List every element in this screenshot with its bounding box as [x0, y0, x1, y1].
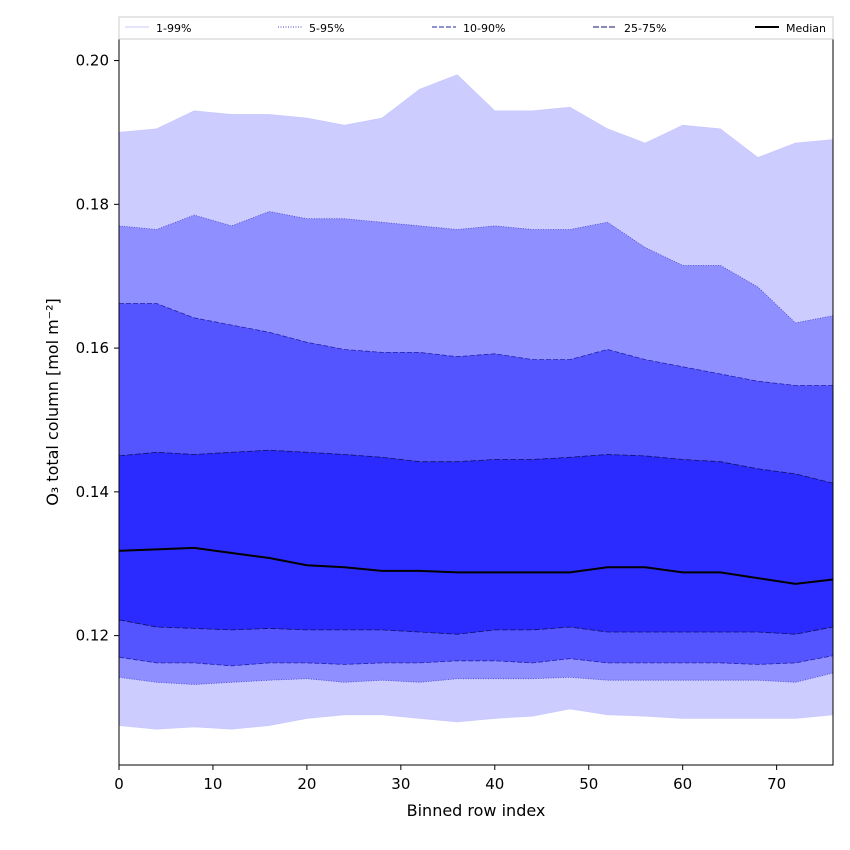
legend-box	[118, 16, 834, 40]
y-tick-label: 0.12	[76, 627, 109, 645]
band-25-75	[119, 450, 833, 635]
x-tick-label: 40	[485, 775, 504, 793]
x-tick-label: 10	[203, 775, 222, 793]
band-25-75-lower-edge	[118, 619, 834, 635]
y-tick-label: 0.14	[76, 483, 109, 501]
band-1-99-upper-edge	[118, 74, 834, 159]
bands-layer	[118, 74, 834, 730]
legend: 1-99% 5-95% 10-90% 25-75% Median	[118, 16, 834, 40]
y-axis: 0.12 0.14 0.16 0.18 0.20	[76, 52, 119, 645]
x-tick-label: 70	[767, 775, 786, 793]
x-tick-label: 60	[673, 775, 692, 793]
x-tick-label: 0	[114, 775, 124, 793]
legend-label: 10-90%	[463, 22, 505, 35]
y-axis-label: O₃ total column [mol m⁻²]	[43, 298, 62, 506]
band-1-99-lower-edge	[118, 708, 834, 730]
band-5-95-upper-edge	[118, 211, 834, 324]
x-tick-label: 50	[579, 775, 598, 793]
x-axis: 0 10 20 30 40 50 60 70	[114, 765, 786, 793]
x-tick-label: 20	[297, 775, 316, 793]
legend-label: 5-95%	[309, 22, 344, 35]
y-tick-label: 0.18	[76, 195, 109, 213]
y-tick-label: 0.16	[76, 339, 109, 357]
legend-label: 1-99%	[156, 22, 191, 35]
x-axis-label: Binned row index	[407, 801, 546, 820]
legend-label: 25-75%	[624, 22, 666, 35]
median-line	[118, 546, 834, 585]
x-tick-label: 30	[391, 775, 410, 793]
y-tick-label: 0.20	[76, 52, 109, 70]
band-10-90-lower-edge	[118, 655, 834, 667]
band-25-75-upper-edge	[118, 449, 834, 484]
legend-label: Median	[786, 22, 826, 35]
band-10-90-upper-edge	[119, 303, 833, 386]
band-5-95-lower-edge	[118, 672, 834, 685]
median-layer	[118, 546, 834, 585]
